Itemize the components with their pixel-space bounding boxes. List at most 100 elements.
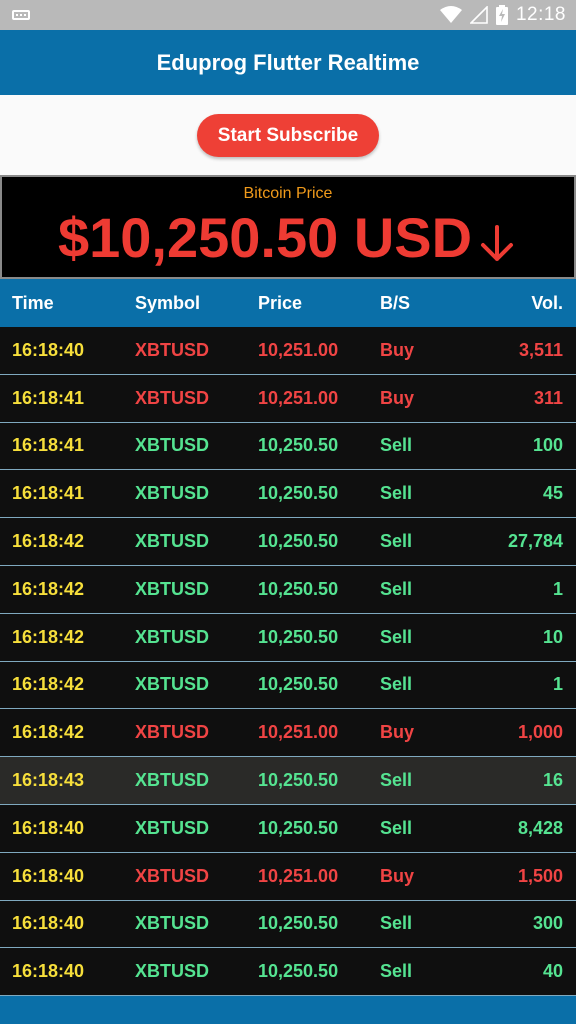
table-row[interactable]: 16:18:42 XBTUSD 10,250.50 Sell 1 — [0, 566, 576, 614]
row-symbol: XBTUSD — [135, 853, 209, 900]
row-time: 16:18:40 — [12, 327, 84, 374]
trades-list: 16:18:40 XBTUSD 10,251.00 Buy 3,511 16:18:41 X… — [0, 327, 576, 996]
row-volume: 8,428 — [518, 805, 563, 852]
row-volume: 300 — [533, 901, 563, 948]
wifi-icon — [440, 6, 462, 24]
row-time: 16:18:41 — [12, 470, 84, 517]
row-volume: 10 — [543, 614, 563, 661]
row-side: Sell — [380, 757, 412, 804]
row-volume: 16 — [543, 757, 563, 804]
row-side: Sell — [380, 566, 412, 613]
status-icons: 12:18 — [440, 0, 566, 30]
table-row[interactable]: 16:18:42 XBTUSD 10,250.50 Sell 1 — [0, 662, 576, 710]
row-price: 10,251.00 — [258, 709, 338, 756]
row-volume: 1,000 — [518, 709, 563, 756]
header-price: Price — [258, 279, 302, 327]
battery-charging-icon — [496, 5, 508, 25]
row-volume: 311 — [534, 375, 563, 422]
row-side: Sell — [380, 805, 412, 852]
row-volume: 40 — [543, 948, 563, 995]
row-price: 10,250.50 — [258, 566, 338, 613]
table-row[interactable]: 16:18:40 XBTUSD 10,251.00 Buy 1,500 — [0, 853, 576, 901]
row-price: 10,250.50 — [258, 423, 338, 470]
table-row[interactable]: 16:18:43 XBTUSD 10,250.50 Sell 16 — [0, 757, 576, 805]
row-price: 10,250.50 — [258, 901, 338, 948]
price-panel: Bitcoin Price $10,250.50 USD — [0, 175, 576, 279]
header-side: B/S — [380, 279, 410, 327]
row-side: Sell — [380, 614, 412, 661]
table-row[interactable]: 16:18:41 XBTUSD 10,251.00 Buy 311 — [0, 375, 576, 423]
row-symbol: XBTUSD — [135, 757, 209, 804]
row-time: 16:18:42 — [12, 709, 84, 756]
row-time: 16:18:43 — [12, 757, 84, 804]
row-price: 10,251.00 — [258, 327, 338, 374]
table-row[interactable]: 16:18:42 XBTUSD 10,250.50 Sell 10 — [0, 614, 576, 662]
row-price: 10,251.00 — [258, 853, 338, 900]
row-price: 10,250.50 — [258, 662, 338, 709]
row-price: 10,250.50 — [258, 518, 338, 565]
row-time: 16:18:42 — [12, 614, 84, 661]
header-volume: Vol. — [531, 279, 563, 327]
subscribe-area: Start Subscribe — [0, 95, 576, 175]
table-row[interactable]: 16:18:42 XBTUSD 10,251.00 Buy 1,000 — [0, 709, 576, 757]
app-title: Eduprog Flutter Realtime — [157, 50, 420, 76]
row-symbol: XBTUSD — [135, 375, 209, 422]
row-symbol: XBTUSD — [135, 327, 209, 374]
row-time: 16:18:42 — [12, 566, 84, 613]
row-volume: 3,511 — [519, 327, 563, 374]
no-signal-icon — [470, 6, 488, 24]
row-symbol: XBTUSD — [135, 423, 209, 470]
price-value: $10,250.50 USD — [58, 205, 472, 270]
row-price: 10,250.50 — [258, 948, 338, 995]
table-header: Time Symbol Price B/S Vol. — [0, 279, 576, 327]
keyboard-icon — [12, 10, 30, 20]
row-symbol: XBTUSD — [135, 518, 209, 565]
row-side: Buy — [380, 327, 414, 374]
row-symbol: XBTUSD — [135, 662, 209, 709]
row-volume: 27,784 — [508, 518, 563, 565]
status-bar: 12:18 — [0, 0, 576, 30]
row-price: 10,250.50 — [258, 757, 338, 804]
table-row[interactable]: 16:18:41 XBTUSD 10,250.50 Sell 45 — [0, 470, 576, 518]
row-symbol: XBTUSD — [135, 470, 209, 517]
row-time: 16:18:40 — [12, 901, 84, 948]
table-row[interactable]: 16:18:41 XBTUSD 10,250.50 Sell 100 — [0, 423, 576, 471]
row-symbol: XBTUSD — [135, 805, 209, 852]
row-symbol: XBTUSD — [135, 948, 209, 995]
app-bar: Eduprog Flutter Realtime — [0, 30, 576, 95]
row-time: 16:18:40 — [12, 853, 84, 900]
row-side: Sell — [380, 948, 412, 995]
header-time: Time — [12, 279, 54, 327]
row-time: 16:18:40 — [12, 805, 84, 852]
table-row[interactable]: 16:18:40 XBTUSD 10,250.50 Sell 300 — [0, 901, 576, 949]
row-side: Sell — [380, 423, 412, 470]
row-volume: 1 — [553, 662, 563, 709]
table-row[interactable]: 16:18:40 XBTUSD 10,251.00 Buy 3,511 — [0, 327, 576, 375]
start-subscribe-button[interactable]: Start Subscribe — [197, 114, 379, 157]
row-side: Buy — [380, 709, 414, 756]
row-volume: 1 — [553, 566, 563, 613]
row-price: 10,251.00 — [258, 375, 338, 422]
row-volume: 1,500 — [518, 853, 563, 900]
row-time: 16:18:41 — [12, 375, 84, 422]
row-price: 10,250.50 — [258, 805, 338, 852]
row-time: 16:18:42 — [12, 662, 84, 709]
table-row[interactable]: 16:18:42 XBTUSD 10,250.50 Sell 27,784 — [0, 518, 576, 566]
row-side: Buy — [380, 375, 414, 422]
row-time: 16:18:40 — [12, 948, 84, 995]
row-volume: 45 — [543, 470, 563, 517]
row-symbol: XBTUSD — [135, 901, 209, 948]
row-side: Buy — [380, 853, 414, 900]
table-row[interactable]: 16:18:40 XBTUSD 10,250.50 Sell 40 — [0, 948, 576, 996]
row-price: 10,250.50 — [258, 614, 338, 661]
table-row[interactable]: 16:18:40 XBTUSD 10,250.50 Sell 8,428 — [0, 805, 576, 853]
row-time: 16:18:41 — [12, 423, 84, 470]
row-symbol: XBTUSD — [135, 566, 209, 613]
row-symbol: XBTUSD — [135, 709, 209, 756]
row-volume: 100 — [533, 423, 563, 470]
row-price: 10,250.50 — [258, 470, 338, 517]
row-symbol: XBTUSD — [135, 614, 209, 661]
arrow-down-icon — [480, 225, 514, 263]
status-time: 12:18 — [516, 4, 566, 26]
row-side: Sell — [380, 662, 412, 709]
